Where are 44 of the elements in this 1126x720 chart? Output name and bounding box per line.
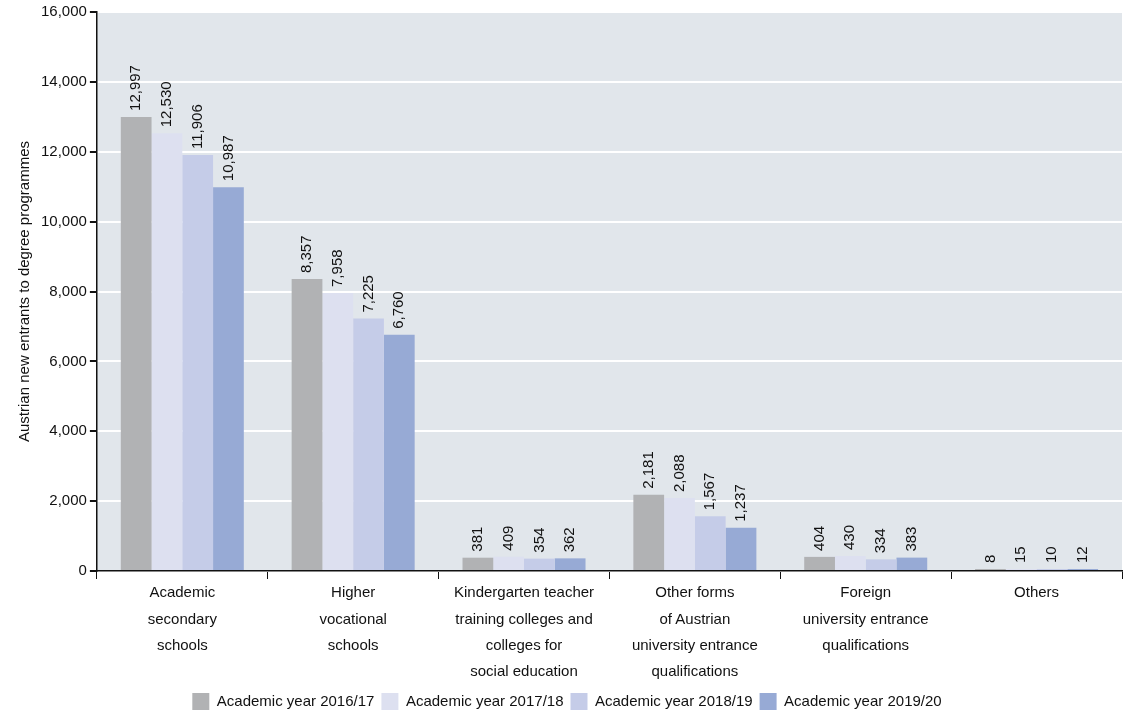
data-label: 409: [498, 525, 516, 551]
data-label: 7,225: [358, 275, 376, 313]
y-tick-label: 16,000: [40, 2, 87, 20]
data-label: 1,567: [700, 472, 718, 511]
data-label: 2,181: [638, 451, 656, 489]
y-tick-label: 10,000: [40, 211, 87, 229]
x-tick-label: Kindergarten teacher training colleges and colleges for social education: [453, 583, 595, 680]
y-tick-label: 4,000: [49, 421, 87, 439]
data-label: 12,530: [157, 81, 175, 128]
y-tick-label: 2,000: [49, 491, 87, 509]
data-label: 383: [901, 526, 919, 552]
data-label: 404: [809, 525, 827, 551]
x-tick-label: Others: [1014, 583, 1060, 601]
data-label: 15: [1011, 546, 1029, 563]
data-label: 11,906: [187, 104, 205, 150]
y-tick-label: 0: [78, 561, 87, 579]
data-label: 362: [560, 527, 578, 553]
data-label: 430: [840, 524, 858, 550]
data-label: 1,237: [731, 484, 749, 522]
legend-label: Academic year 2018/19: [595, 691, 753, 709]
data-label: 8,357: [297, 235, 315, 274]
y-axis-title: Austrian new entrants to degree programmes: [15, 141, 33, 442]
y-tick-label: 8,000: [49, 281, 87, 299]
legend-label: Academic year 2017/18: [405, 691, 564, 709]
y-tick-label: 14,000: [40, 72, 87, 90]
data-label: 12: [1072, 546, 1090, 563]
data-label: 381: [468, 526, 486, 552]
legend-label: Academic year 2019/20: [784, 691, 942, 709]
x-tick-label: Academic secondary schools: [147, 583, 218, 653]
data-label: 354: [529, 527, 547, 553]
data-label: 6,760: [389, 291, 407, 329]
y-tick-label: 12,000: [40, 141, 87, 159]
data-label: 334: [871, 528, 889, 554]
data-label: 10,987: [218, 135, 236, 182]
data-label: 8: [980, 554, 998, 563]
data-label: 2,088: [669, 454, 687, 493]
data-label: 12,997: [126, 65, 144, 111]
y-tick-label: 6,000: [49, 351, 87, 369]
x-tick-label: Higher vocational schools: [319, 583, 387, 653]
data-label: 10: [1042, 546, 1060, 563]
legend-label: Academic year 2016/17: [216, 691, 375, 709]
x-tick-label: Foreign university entrance qualifications: [802, 583, 929, 653]
x-tick-label: Other forms of Austrian university entrance qualifications: [631, 583, 758, 680]
data-label: 7,958: [327, 249, 345, 287]
